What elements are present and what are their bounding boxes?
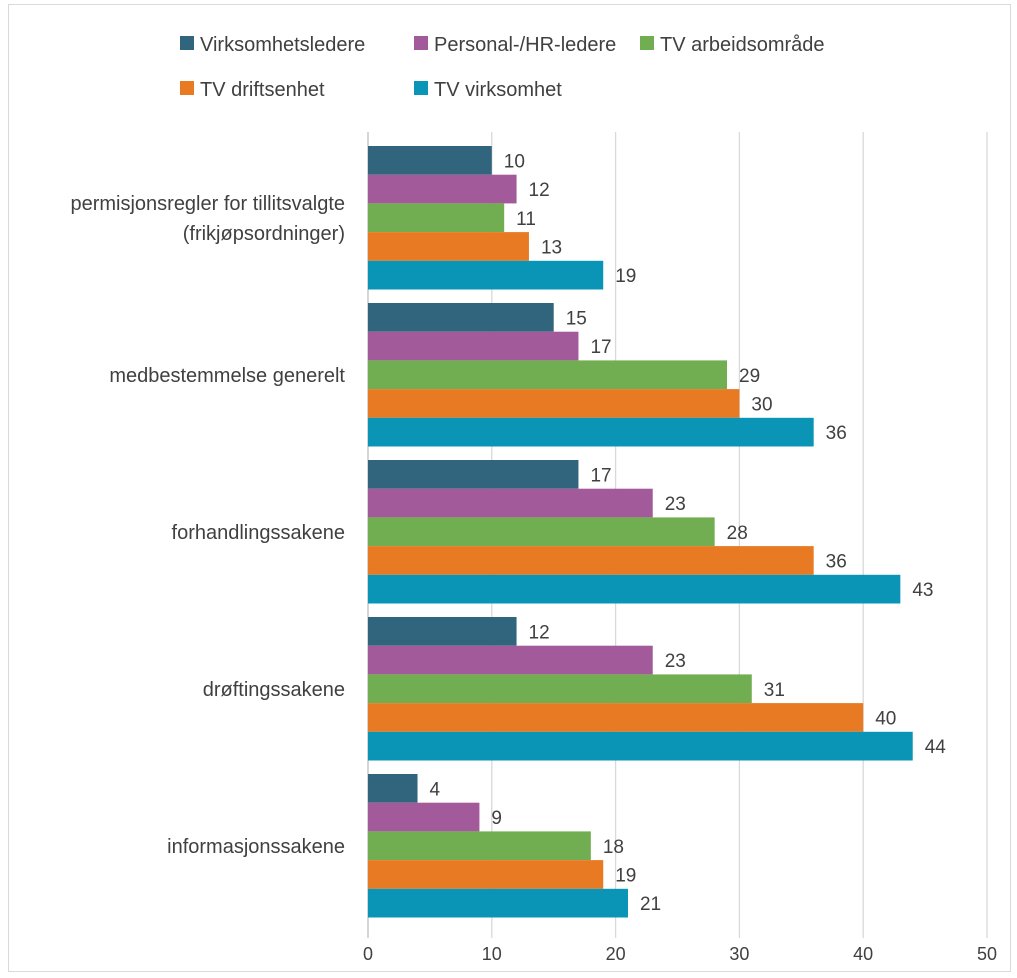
bar	[368, 574, 901, 604]
data-label: 36	[826, 551, 847, 572]
legend-swatch	[414, 81, 428, 95]
x-tick-label: 50	[977, 944, 997, 964]
data-label: 23	[665, 651, 686, 672]
data-label: 17	[590, 337, 611, 358]
category-label: informasjonssakene	[167, 836, 345, 858]
legend-swatch	[180, 81, 194, 95]
data-label: 23	[665, 494, 686, 515]
bar	[368, 802, 480, 832]
data-label: 36	[826, 423, 847, 444]
legend-label: TV driftsenhet	[200, 79, 325, 101]
bar	[368, 617, 517, 646]
bar	[368, 860, 604, 889]
legend: Virksomhetsledere Personal-/HR-ledere TV a…	[180, 34, 825, 101]
bar	[368, 517, 715, 547]
bar	[368, 260, 604, 290]
data-label: 19	[615, 266, 636, 287]
data-label: 9	[491, 808, 502, 829]
bar	[368, 146, 492, 175]
data-label: 44	[925, 737, 947, 758]
bar	[368, 303, 554, 332]
data-label: 18	[603, 837, 624, 858]
bar	[368, 888, 628, 918]
legend-label: Virksomhetsledere	[200, 34, 365, 56]
bar	[368, 174, 517, 204]
bar	[368, 674, 752, 704]
bar	[368, 417, 814, 447]
bar	[368, 389, 740, 418]
bar	[368, 460, 579, 489]
legend-label: Personal-/HR-ledere	[434, 34, 616, 56]
bars	[368, 146, 913, 918]
data-label: 13	[541, 237, 562, 258]
x-tick-label: 40	[853, 944, 873, 964]
data-label: 21	[640, 894, 661, 915]
data-label: 19	[615, 865, 636, 886]
x-tick-labels: 0 10 20 30 40 50	[363, 944, 997, 964]
bar	[368, 831, 591, 861]
category-label: drøftingssakene	[203, 679, 345, 701]
category-label: (frikjøpsordninger)	[183, 223, 345, 245]
data-label: 28	[727, 523, 748, 544]
bar	[368, 488, 653, 518]
x-tick-label: 20	[606, 944, 626, 964]
data-label: 31	[764, 680, 785, 701]
data-label: 10	[504, 151, 525, 172]
bar	[368, 703, 864, 732]
data-label: 29	[739, 366, 760, 387]
bar	[368, 774, 418, 803]
x-tick-label: 30	[729, 944, 749, 964]
legend-label: TV arbeidsområde	[660, 34, 825, 56]
data-label: 43	[912, 580, 933, 601]
data-label: 40	[875, 708, 896, 729]
legend-swatch	[640, 36, 654, 50]
data-label: 15	[566, 308, 587, 329]
bar	[368, 203, 505, 233]
bar	[368, 360, 728, 390]
bar	[368, 645, 653, 675]
bar	[368, 731, 913, 761]
data-label: 17	[590, 465, 611, 486]
legend-swatch	[180, 36, 194, 50]
data-label: 11	[516, 209, 536, 230]
legend-label: TV virksomhet	[434, 79, 562, 101]
bar	[368, 546, 814, 575]
bar	[368, 232, 529, 261]
category-label: forhandlingssakene	[172, 522, 345, 544]
data-labels: 1012111319151729303617232836431223314044…	[430, 151, 947, 915]
data-label: 4	[430, 779, 441, 800]
x-tick-label: 0	[363, 944, 373, 964]
category-label: medbestemmelse generelt	[109, 365, 345, 387]
data-label: 12	[529, 180, 550, 201]
legend-swatch	[414, 36, 428, 50]
category-labels: permisjonsregler for tillitsvalgte (frikj…	[70, 193, 345, 858]
data-label: 30	[751, 394, 772, 415]
data-label: 12	[529, 622, 550, 643]
x-tick-label: 10	[482, 944, 502, 964]
category-label: permisjonsregler for tillitsvalgte	[70, 193, 345, 215]
bar	[368, 331, 579, 361]
